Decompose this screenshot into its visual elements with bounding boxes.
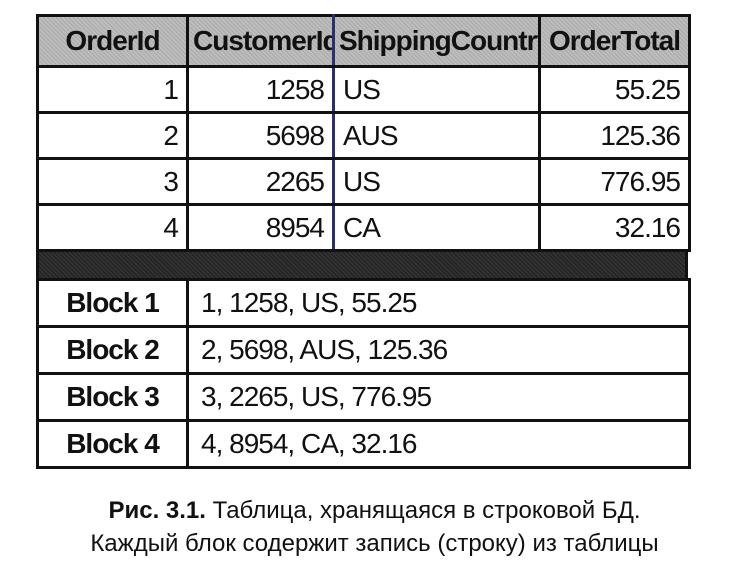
block-row: Block 3 3, 2265, US, 776.95 (36, 372, 691, 422)
header-order-id: OrderId (36, 14, 189, 68)
cell-shipping-country: US (332, 65, 541, 114)
cell-order-id: 3 (36, 157, 189, 206)
block-label: Block 1 (36, 278, 189, 328)
figure: OrderId CustomerId ShippingCountry Order… (36, 14, 691, 469)
block-record: 3, 2265, US, 776.95 (186, 372, 691, 422)
block-label: Block 2 (36, 325, 189, 375)
cell-customer-id: 1258 (186, 65, 335, 114)
header-shipping-country: ShippingCountry (332, 14, 541, 68)
cell-customer-id: 8954 (186, 203, 335, 252)
header-customer-id: CustomerId (186, 14, 335, 68)
table-row: 1 1258 US 55.25 (36, 65, 691, 114)
cell-shipping-country: CA (332, 203, 541, 252)
block-row: Block 1 1, 1258, US, 55.25 (36, 278, 691, 328)
cell-order-id: 1 (36, 65, 189, 114)
cell-customer-id: 5698 (186, 111, 335, 160)
table-row: 4 8954 CA 32.16 (36, 203, 691, 252)
cell-order-id: 4 (36, 203, 189, 252)
cell-order-total: 125.36 (538, 111, 691, 160)
caption-line-1: Рис. 3.1. Таблица, хранящаяся в строково… (0, 494, 749, 527)
blocks-table: Block 1 1, 1258, US, 55.25 Block 2 2, 56… (36, 278, 691, 469)
cell-shipping-country: US (332, 157, 541, 206)
cell-shipping-country: AUS (332, 111, 541, 160)
block-label: Block 3 (36, 372, 189, 422)
block-row: Block 4 4, 8954, CA, 32.16 (36, 419, 691, 469)
table-row: 2 5698 AUS 125.36 (36, 111, 691, 160)
figure-caption: Рис. 3.1. Таблица, хранящаяся в строково… (0, 494, 749, 560)
cell-customer-id: 2265 (186, 157, 335, 206)
header-order-total: OrderTotal (538, 14, 691, 68)
block-label: Block 4 (36, 419, 189, 469)
table-header-row: OrderId CustomerId ShippingCountry Order… (36, 14, 691, 68)
orders-table: OrderId CustomerId ShippingCountry Order… (36, 14, 691, 252)
cell-order-total: 776.95 (538, 157, 691, 206)
cell-order-total: 55.25 (538, 65, 691, 114)
table-row: 3 2265 US 776.95 (36, 157, 691, 206)
block-record: 1, 1258, US, 55.25 (186, 278, 691, 328)
caption-line-2: Каждый блок содержит запись (строку) из … (90, 530, 659, 557)
caption-text-1: Таблица, хранящаяся в строковой БД. (212, 497, 641, 524)
cell-order-id: 2 (36, 111, 189, 160)
block-record: 4, 8954, CA, 32.16 (186, 419, 691, 469)
block-record: 2, 5698, AUS, 125.36 (186, 325, 691, 375)
cell-order-total: 32.16 (538, 203, 691, 252)
block-row: Block 2 2, 5698, AUS, 125.36 (36, 325, 691, 375)
figure-label: Рис. 3.1. (108, 497, 206, 524)
section-divider (36, 252, 688, 278)
